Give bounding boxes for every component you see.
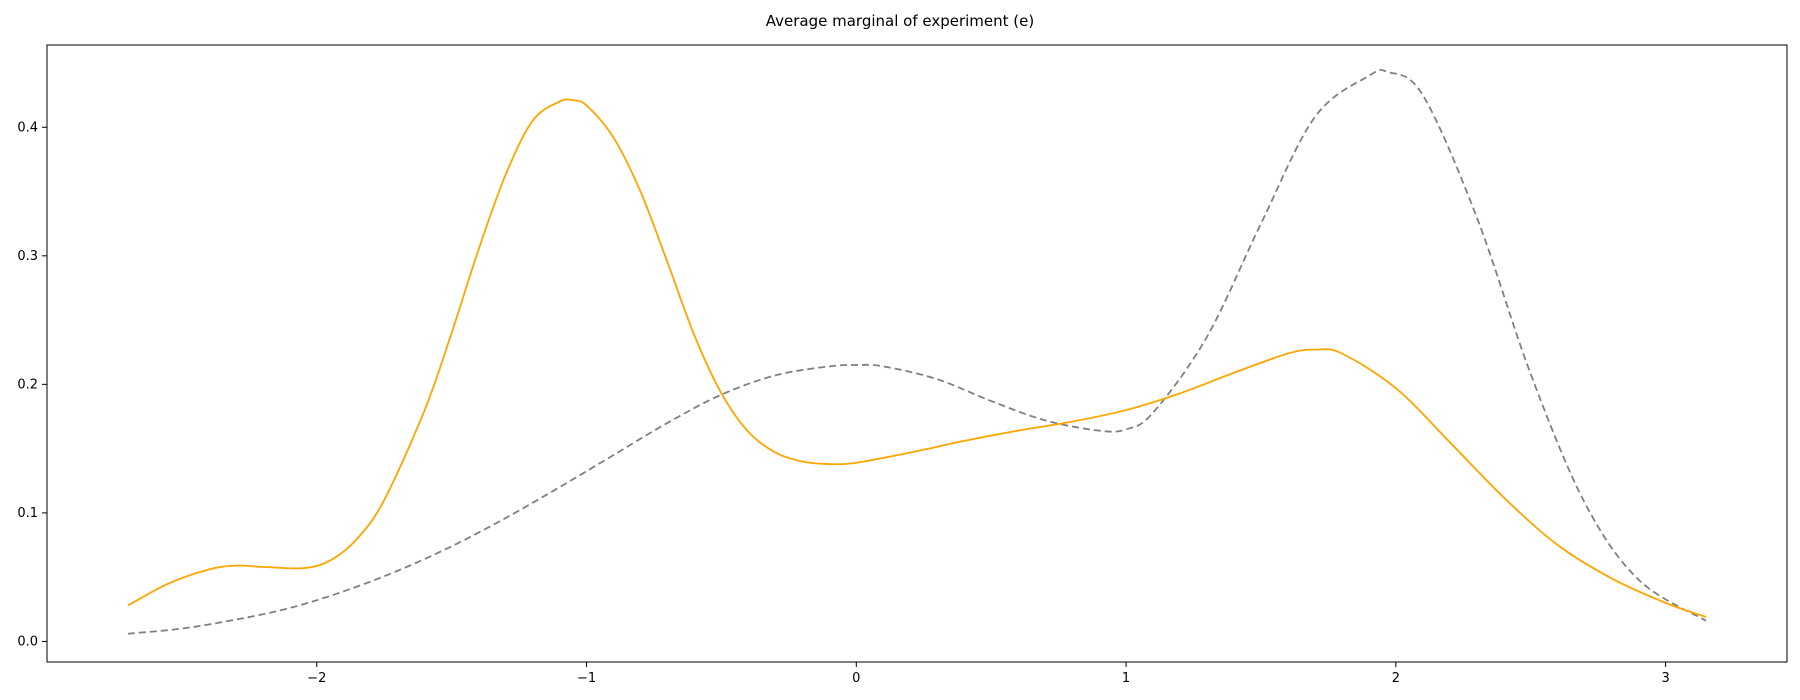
chart-title: Average marginal of experiment (e) [766, 12, 1034, 30]
x-tick-label: 0 [852, 671, 860, 686]
series-layer [127, 68, 1707, 635]
y-tick-label: 0.3 [17, 249, 38, 264]
y-axis: 0.0 0.1 0.2 0.3 0.4 [17, 120, 47, 649]
x-tick-label: −2 [307, 671, 326, 686]
x-tick-label: 1 [1122, 671, 1130, 686]
plot-area-frame [46, 44, 1788, 663]
series-line-dashed-gray [127, 68, 1707, 635]
y-tick-label: 0.0 [17, 634, 38, 649]
x-tick-label: 2 [1392, 671, 1400, 686]
series-line-solid-orange [127, 98, 1707, 618]
y-tick-label: 0.4 [17, 120, 38, 135]
x-tick-label: −1 [577, 671, 596, 686]
x-tick-label: 3 [1661, 671, 1669, 686]
y-tick-label: 0.2 [17, 377, 38, 392]
y-tick-label: 0.1 [17, 506, 38, 521]
x-axis: −2 −1 0 1 2 3 [307, 662, 1670, 686]
